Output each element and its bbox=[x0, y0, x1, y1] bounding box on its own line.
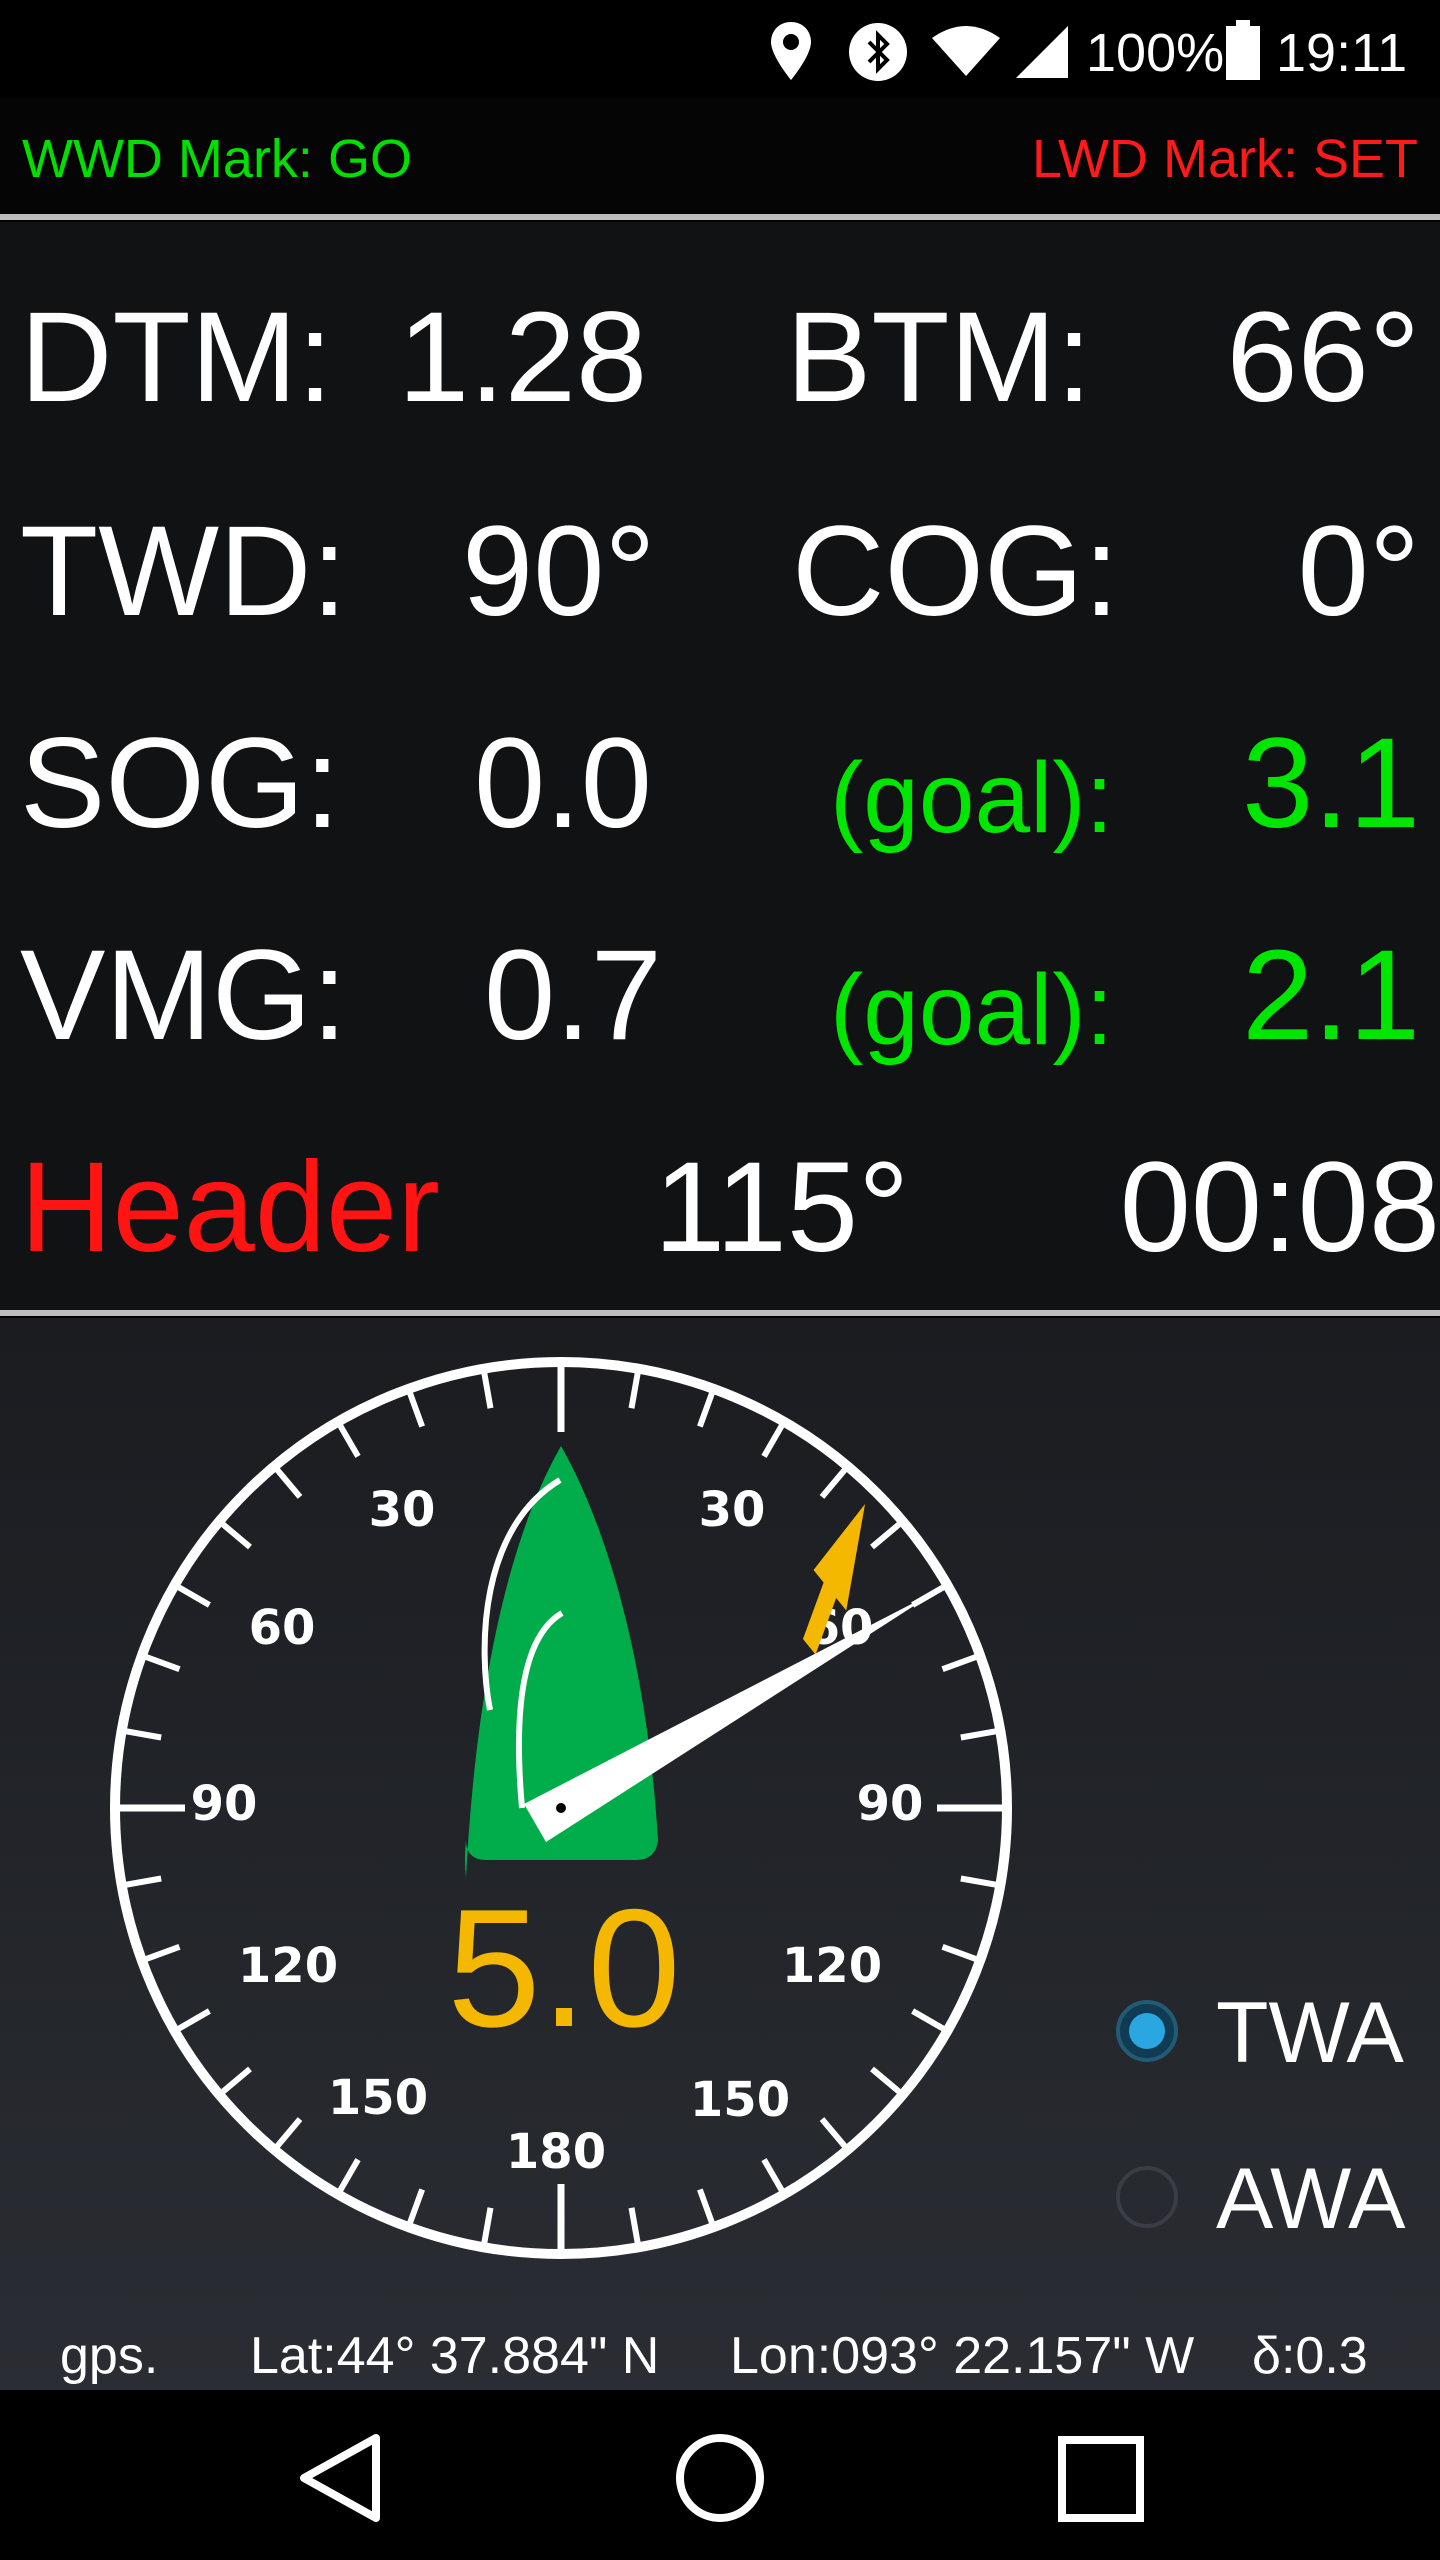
twd-label: TWD: bbox=[20, 500, 347, 643]
gauge-tick bbox=[272, 2117, 303, 2152]
gauge-tick bbox=[628, 1368, 642, 1409]
marks-row: WWD Mark: GO LWD Mark: SET bbox=[0, 98, 1440, 216]
gauge-tick bbox=[335, 1420, 361, 1458]
gauge-tick bbox=[480, 2207, 494, 2248]
home-icon[interactable] bbox=[674, 2432, 766, 2524]
gauge-panel: 30 30 60 60 90 90 120 120 150 150 180 5.… bbox=[0, 1318, 1440, 2390]
gauge-ticks bbox=[115, 1362, 1007, 2254]
data-panel: DTM: 1.28 BTM: 66° TWD: 90° COG: 0° SOG:… bbox=[0, 222, 1440, 1310]
tick-label-120-left: 120 bbox=[238, 1938, 338, 1994]
gauge-tick bbox=[121, 1875, 162, 1889]
apparent-wind-arrow bbox=[802, 1503, 866, 1655]
gps-longitude: Lon:093° 22.157" W bbox=[730, 2327, 1195, 2385]
gauge-tick bbox=[819, 1464, 850, 1499]
recents-icon[interactable] bbox=[1058, 2436, 1144, 2522]
gps-delta: δ:0.3 bbox=[1252, 2327, 1368, 2385]
gauge-tick bbox=[870, 2066, 905, 2097]
nav-bar bbox=[0, 2392, 1440, 2560]
wind-gauge: 30 30 60 60 90 90 120 120 150 150 180 5.… bbox=[110, 1357, 1012, 2259]
btm-label: BTM: bbox=[786, 286, 1092, 429]
tick-label-150-left: 150 bbox=[328, 2070, 428, 2126]
location-icon bbox=[771, 22, 811, 80]
gauge-tick bbox=[272, 1464, 303, 1499]
gauge-tick bbox=[217, 1519, 252, 1550]
gauge-ring bbox=[110, 1357, 1012, 2259]
status-bar: 100% 19:11 bbox=[0, 0, 1440, 98]
vmg-label: VMG: bbox=[20, 924, 348, 1067]
wifi-icon bbox=[932, 26, 1000, 76]
sog-goal-label: (goal): bbox=[830, 742, 1114, 854]
battery-percent: 100% bbox=[1086, 23, 1225, 83]
awa-label[interactable]: AWA bbox=[1216, 2151, 1406, 2247]
gauge-tick bbox=[941, 1652, 982, 1672]
tick-label-120-right: 120 bbox=[782, 1938, 882, 1994]
twd-value: 90° bbox=[462, 500, 656, 643]
gps-row: gps. Lat:44° 37.884" N Lon:093° 22.157" … bbox=[0, 2322, 1440, 2390]
true-wind-wedge bbox=[524, 1590, 939, 1843]
sog-goal-value: 3.1 bbox=[1242, 712, 1420, 855]
tick-label-90-right: 90 bbox=[857, 1776, 924, 1832]
vmg-value: 0.7 bbox=[484, 924, 662, 1067]
gauge-tick bbox=[335, 2158, 361, 2196]
tick-label-30-right: 30 bbox=[699, 1482, 766, 1538]
gps-label: gps. bbox=[60, 2327, 159, 2385]
tick-label-60-left: 60 bbox=[249, 1600, 316, 1656]
dtm-label: DTM: bbox=[20, 286, 333, 429]
sog-value: 0.0 bbox=[474, 712, 652, 855]
gauge-tick bbox=[173, 2008, 211, 2034]
clock: 19:11 bbox=[1276, 23, 1408, 83]
status-angle: 115° bbox=[654, 1136, 910, 1279]
gauge-tick bbox=[960, 1875, 1001, 1889]
dtm-value: 1.28 bbox=[398, 286, 648, 429]
gauge-tick bbox=[870, 1519, 905, 1550]
divider-bottom bbox=[0, 1310, 1440, 1316]
cell-signal-icon bbox=[1016, 26, 1068, 78]
jib-sail bbox=[481, 1477, 562, 1711]
gauge-tick bbox=[628, 2207, 642, 2248]
vmg-goal-value: 2.1 bbox=[1242, 924, 1420, 1067]
gauge-tick bbox=[761, 1420, 787, 1458]
tick-label-30-left: 30 bbox=[369, 1482, 436, 1538]
gauge-tick bbox=[697, 1387, 717, 1428]
cog-value: 0° bbox=[1297, 500, 1420, 643]
main-sail bbox=[516, 1610, 564, 1809]
pointer-hub bbox=[556, 1803, 566, 1813]
gauge-tick bbox=[121, 1727, 162, 1741]
windward-mark-status[interactable]: WWD Mark: GO bbox=[22, 129, 412, 189]
cog-label: COG: bbox=[792, 500, 1120, 643]
vmg-goal-label: (goal): bbox=[830, 954, 1114, 1066]
tick-label-150-right: 150 bbox=[690, 2072, 790, 2128]
gauge-tick bbox=[819, 2117, 850, 2152]
tick-label-90-left: 90 bbox=[191, 1776, 258, 1832]
gauge-tick bbox=[941, 1944, 982, 1964]
gauge-tick bbox=[173, 1582, 211, 1608]
tack-status: Header bbox=[20, 1136, 440, 1279]
gauge-tick bbox=[217, 2066, 252, 2097]
true-wind-pointer bbox=[524, 1590, 939, 1843]
back-icon[interactable] bbox=[296, 2432, 384, 2524]
gauge-tick bbox=[480, 1368, 494, 1409]
twa-radio[interactable] bbox=[1116, 2000, 1178, 2062]
leeward-mark-status[interactable]: LWD Mark: SET bbox=[1031, 129, 1418, 189]
gauge-tick bbox=[140, 1944, 181, 1964]
bluetooth-icon bbox=[849, 23, 907, 81]
gps-latitude: Lat:44° 37.884" N bbox=[250, 2327, 660, 2385]
gauge-tick bbox=[761, 2158, 787, 2196]
apparent-wind-arrowhead bbox=[802, 1503, 866, 1655]
gauge-tick bbox=[911, 2008, 949, 2034]
gauge-tick bbox=[405, 1387, 425, 1428]
gauge-tick bbox=[405, 2188, 425, 2229]
divider-top bbox=[0, 214, 1440, 220]
sog-label: SOG: bbox=[20, 712, 341, 855]
twa-label[interactable]: TWA bbox=[1216, 1985, 1404, 2081]
awa-radio[interactable] bbox=[1116, 2166, 1178, 2228]
btm-value: 66° bbox=[1226, 286, 1420, 429]
timer: 00:08 bbox=[1119, 1136, 1440, 1279]
tick-label-180: 180 bbox=[506, 2124, 606, 2180]
battery-icon bbox=[1226, 20, 1260, 80]
gauge-tick bbox=[960, 1727, 1001, 1741]
gauge-tick bbox=[140, 1652, 181, 1672]
gauge-tick bbox=[697, 2188, 717, 2229]
boat-speed: 5.0 bbox=[447, 1874, 681, 2062]
